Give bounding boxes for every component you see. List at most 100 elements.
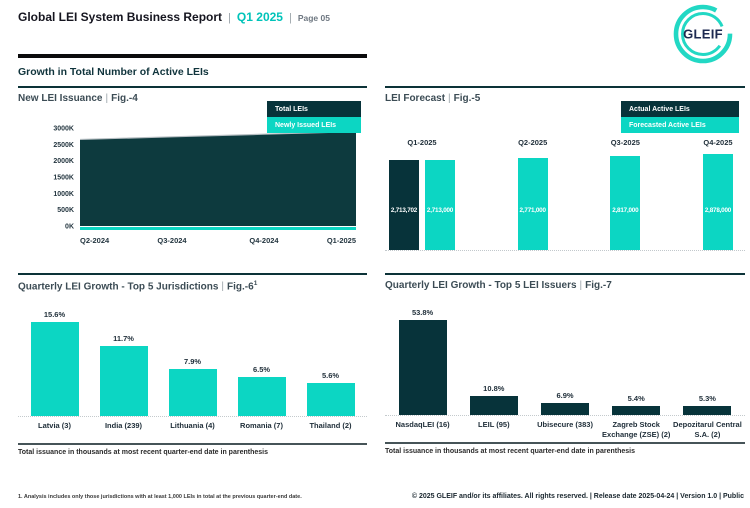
panel-title-text: Quarterly LEI Growth - Top 5 Jurisdictio… (18, 281, 219, 293)
bar-column: 7.9% (158, 357, 227, 417)
bar-group: 2,817,000 (610, 156, 641, 250)
category-label: Ubisecure (383) (537, 420, 593, 429)
forecast-quarter-group: Q2-2025 2,771,000 (517, 138, 548, 250)
bar-value-label: 11.7% (113, 333, 134, 343)
bar-value-label: 6.9% (556, 390, 574, 400)
y-axis-tick: 1500K (53, 175, 74, 182)
gleif-logo-text: GLEIF (683, 27, 723, 42)
forecast-bar: 2,771,000 (517, 157, 548, 250)
legend: Total LEIs Newly Issued LEIs (267, 101, 361, 133)
category-labels-row: NasdaqLEI (16) LEIL (95) Ubisecure (383) Za… (385, 420, 745, 440)
figure-label: Fig.-5 (453, 93, 481, 104)
forecast-quarter-group: Q1-2025 2,713,702 2,713,000 (389, 138, 455, 250)
quarter-label: Q4-2025 (703, 138, 733, 147)
legend-label: Forecasted Active LEIs (629, 121, 706, 129)
note-rule (18, 443, 367, 446)
figure-label: Fig.-7 (585, 280, 612, 291)
report-title: Global LEI System Business Report (18, 10, 223, 24)
report-quarter: Q1 2025 (236, 10, 283, 24)
header-rule (18, 54, 367, 58)
forecast-bar: 2,713,000 (425, 159, 455, 250)
bar-value-label: 15.6% (43, 310, 66, 320)
page-footer: 1. Analysis includes only those jurisdic… (18, 493, 744, 500)
bar-value-label: 2,878,000 (704, 207, 732, 214)
bar (168, 368, 217, 417)
bar-value-label: 2,713,702 (390, 207, 418, 214)
bar (683, 405, 732, 415)
category-label: Zagreb Stock Exchange (ZSE) (2) (602, 420, 671, 439)
top5-jurisdictions-bar-chart: 15.6% 11.7% 7.9% 6.5% 5.6% Latvia (3) India (2… (18, 300, 367, 441)
footnote-reference: 1 (253, 280, 258, 287)
bar (306, 382, 355, 417)
bar-column: 10.8% (458, 384, 529, 415)
bar (398, 320, 447, 415)
quarter-label: Q2-2025 (518, 138, 548, 147)
category-labels-row: Latvia (3) India (239) Lithuania (4) Romani… (18, 421, 367, 441)
bar-column: 5.3% (672, 394, 743, 415)
bar-value-label: 10.8% (483, 383, 505, 393)
legend-total-leis: Total LEIs (267, 101, 361, 117)
bar-value-label: 5.4% (627, 393, 645, 403)
bar-column: 5.4% (601, 393, 672, 415)
category-label: LEIL (95) (478, 420, 510, 429)
y-axis-tick: 500K (57, 207, 74, 214)
section-title: Growth in Total Number of Active LEIs (18, 66, 209, 78)
legend-actual-active-leis: Actual Active LEIs (621, 101, 739, 117)
category-label: Thailand (2) (309, 421, 352, 431)
panel-new-lei-issuance: New LEI Issuance | Fig.-4 Total LEIs Newly… (18, 86, 367, 263)
bar-value-label: 2,713,000 (426, 207, 454, 214)
panel-title-text: Quarterly LEI Growth - Top 5 LEI Issuers (385, 280, 577, 291)
separator: | (448, 93, 451, 104)
category-label: Romania (7) (240, 421, 283, 431)
separator: | (105, 93, 109, 104)
panel-title: LEI Forecast | Fig.-5 (385, 93, 745, 104)
category-label: Latvia (3) (38, 421, 71, 431)
x-axis-label: Q2-2024 (80, 236, 110, 245)
analysis-footnote: 1. Analysis includes only those jurisdic… (18, 494, 302, 500)
bar-group: 2,878,000 (702, 154, 733, 250)
lei-forecast-bar-chart: Q1-2025 2,713,702 2,713,000 Q2-2025 2,771,00… (385, 138, 745, 251)
page-number: Page 05 (297, 13, 330, 23)
x-axis-label: Q3-2024 (157, 236, 187, 245)
forecast-quarter-group: Q3-2025 2,817,000 (610, 138, 641, 250)
note-rule (385, 442, 745, 444)
separator: | (228, 12, 231, 24)
panel-lei-forecast: LEI Forecast | Fig.-5 Actual Active LEIs F… (385, 86, 745, 263)
bar-value-label: 2,817,000 (612, 207, 639, 214)
bars-row: 53.8% 10.8% 6.9% 5.4% 5.3% (385, 299, 745, 416)
report-header: Global LEI System Business Report | Q1 2… (18, 10, 745, 24)
bar-column: 15.6% (20, 310, 89, 417)
charts-grid: New LEI Issuance | Fig.-4 Total LEIs Newly… (18, 86, 745, 456)
new-lei-issuance-area-chart: 0K 500K 1000K 1500K 2000K 2500K 3000K Q2-2024 Q3… (53, 126, 357, 245)
separator: | (288, 12, 292, 24)
bar-column: 6.5% (227, 365, 296, 417)
bar (469, 395, 518, 415)
legend: Actual Active LEIs Forecasted Active LEI… (621, 101, 739, 133)
bar-column: 5.6% (296, 371, 365, 417)
bar-value-label: 53.8% (411, 308, 434, 317)
panel-title: Quarterly LEI Growth - Top 5 Jurisdictio… (18, 280, 367, 292)
category-label: NasdaqLEI (16) (395, 420, 450, 429)
bar (541, 402, 589, 415)
forecast-quarter-group: Q4-2025 2,878,000 (702, 138, 733, 250)
gleif-logo: GLEIF (658, 3, 748, 65)
panel-title: New LEI Issuance | Fig.-4 (18, 93, 367, 104)
bar (237, 377, 286, 417)
forecast-bar: 2,817,000 (610, 156, 641, 250)
issuance-note: Total issuance in thousands at most rece… (18, 449, 268, 457)
x-axis-label: Q4-2024 (249, 236, 279, 245)
logo-inner-ring (681, 12, 725, 56)
bar (99, 345, 148, 417)
legend-forecasted-active-leis: Forecasted Active LEIs (621, 117, 739, 133)
panel-title-text: LEI Forecast (385, 93, 446, 104)
y-axis-tick: 2500K (53, 142, 74, 149)
logo-outer-ring (673, 4, 733, 64)
y-axis-tick: 0K (65, 224, 74, 231)
bar-value-label: 5.6% (321, 370, 340, 380)
quarter-label: Q1-2025 (407, 138, 437, 147)
legend-label: Actual Active LEIs (629, 105, 690, 113)
total-leis-area (80, 131, 356, 226)
bar-value-label: 6.5% (252, 365, 271, 375)
bar-column: 53.8% (387, 308, 458, 415)
